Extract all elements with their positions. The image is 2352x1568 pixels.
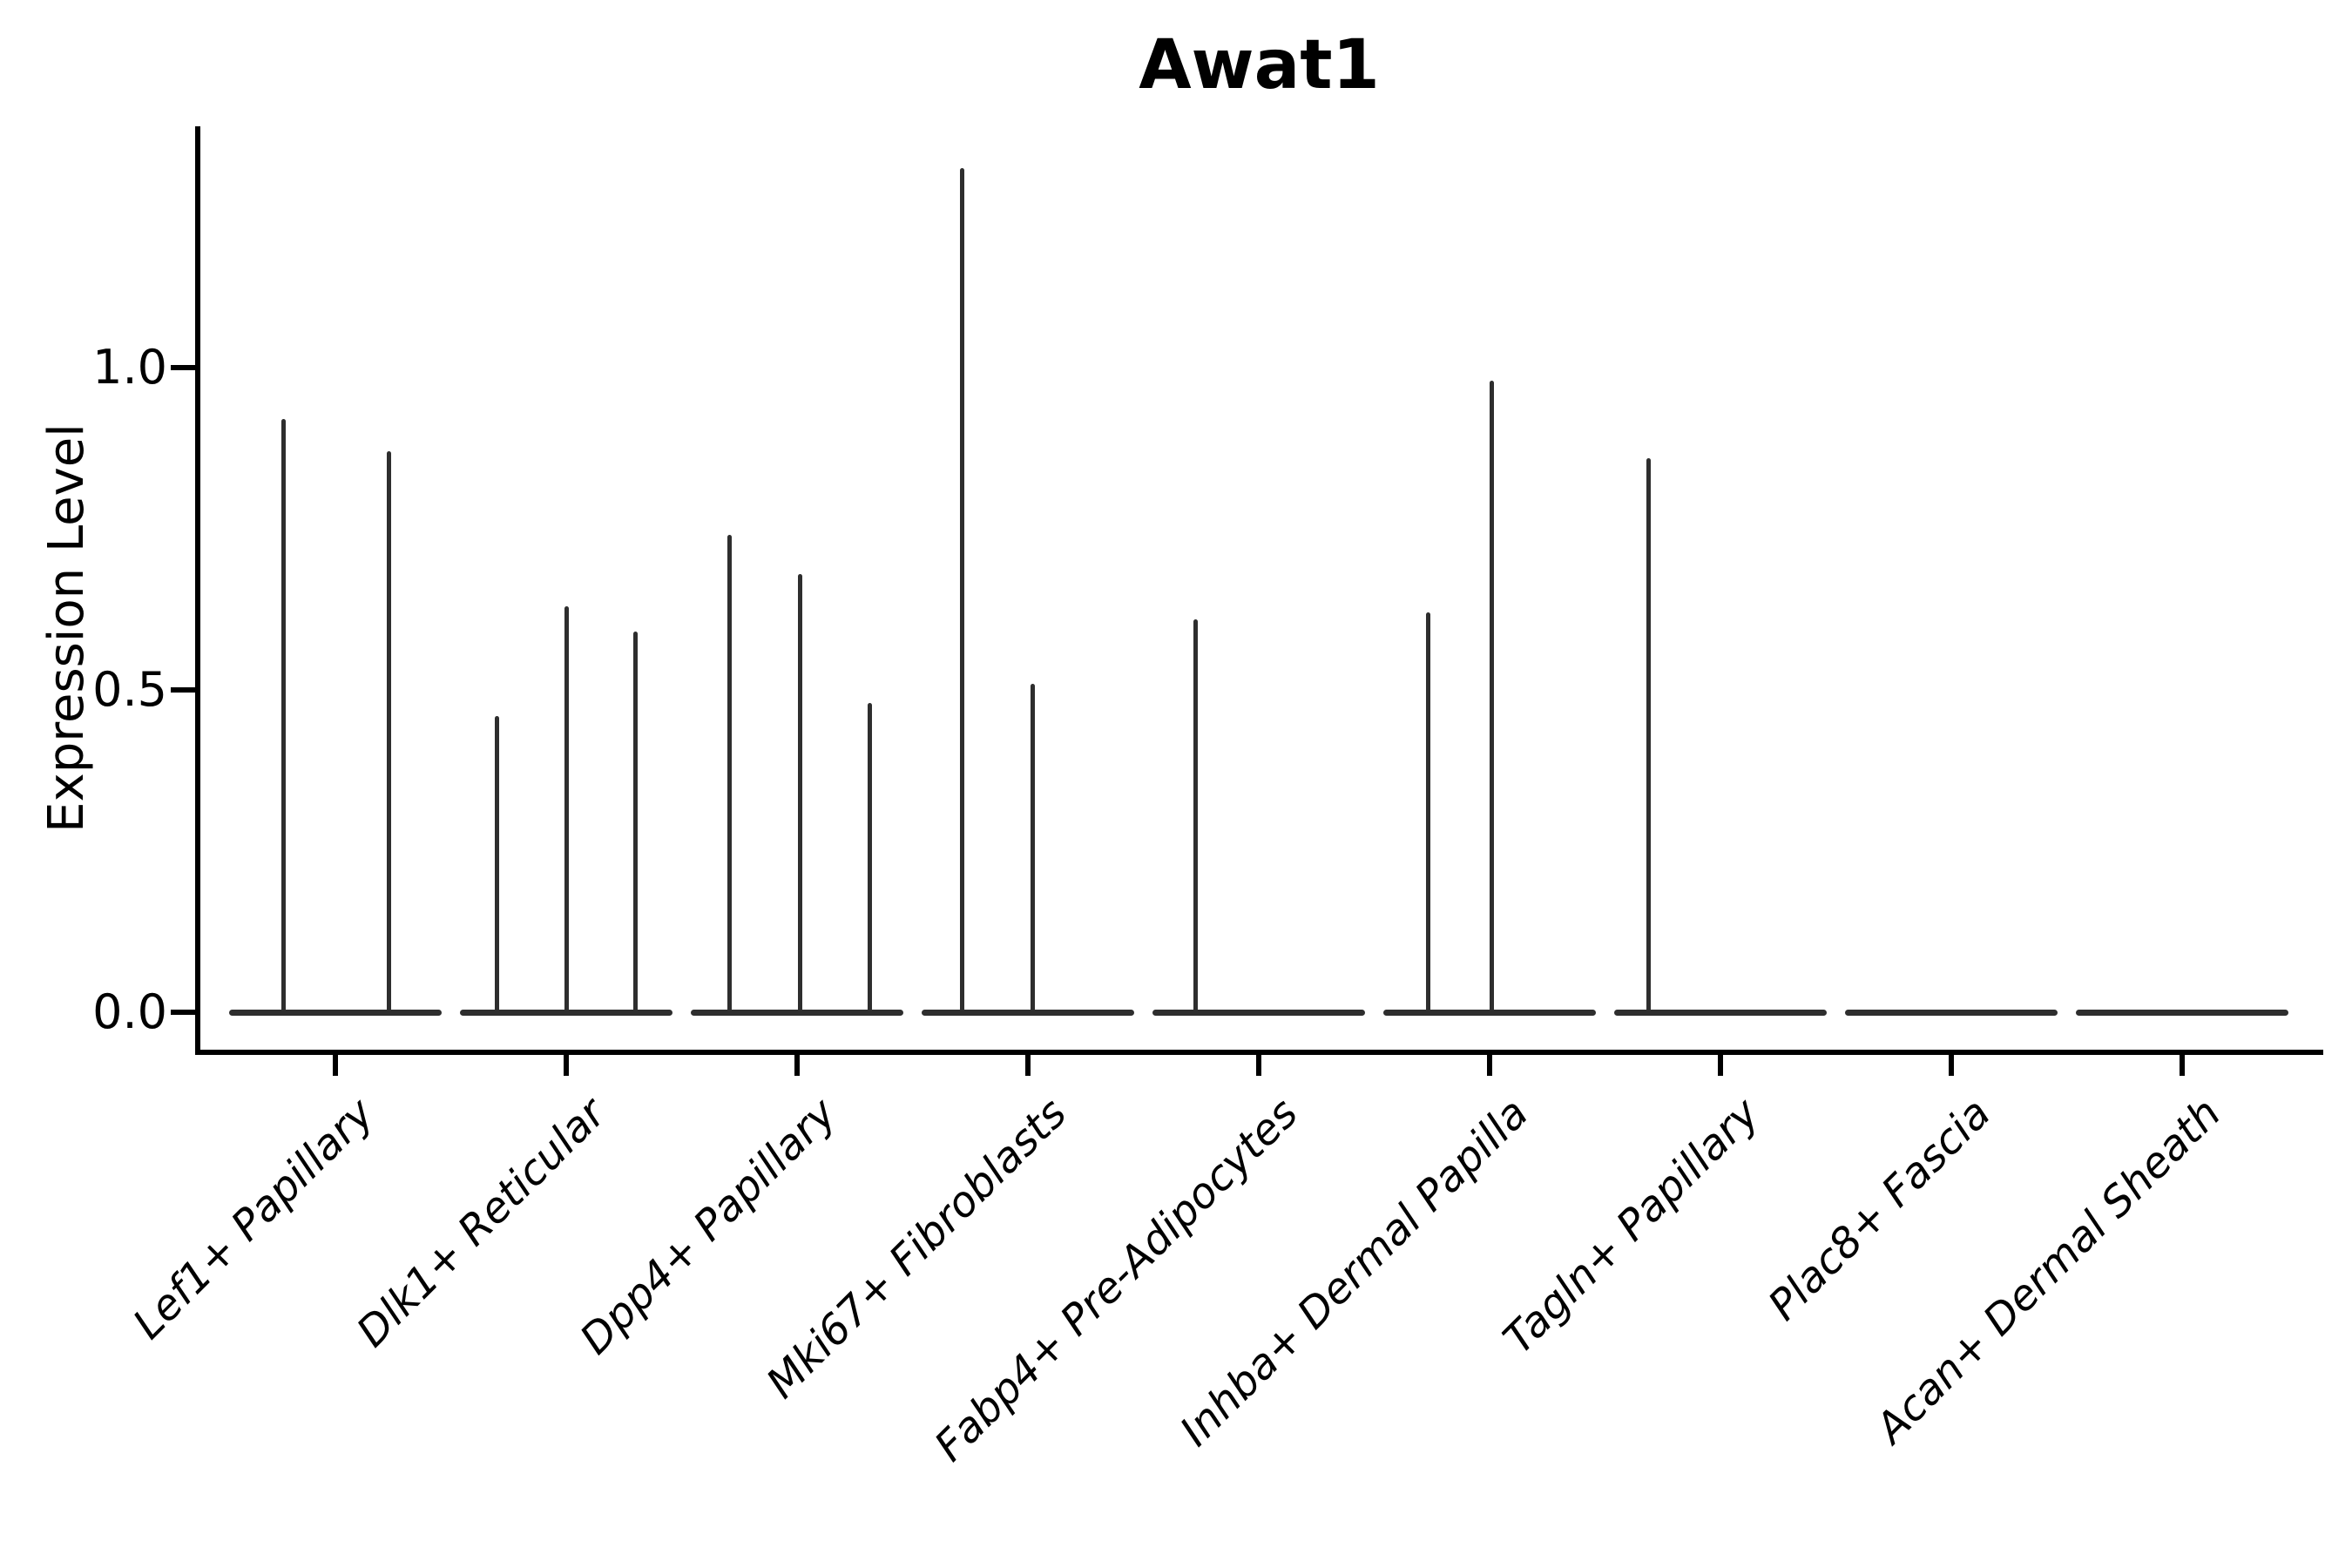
x-tick-label: Dpp4+ Papillary xyxy=(571,1089,846,1364)
violin-spike xyxy=(564,605,569,1015)
x-tick-label: Tagln+ Papillary xyxy=(1494,1089,1769,1364)
x-tick-mark xyxy=(1256,1055,1261,1076)
y-tick-mark xyxy=(171,1010,195,1015)
violin-spike xyxy=(1646,457,1651,1015)
x-tick-mark xyxy=(564,1055,569,1076)
violin-spike xyxy=(494,715,499,1015)
y-axis-label: Expression Level xyxy=(38,423,95,833)
violin-base xyxy=(2076,1009,2288,1016)
violin-spike xyxy=(386,451,391,1015)
violin-spike xyxy=(1030,683,1035,1015)
x-tick-mark xyxy=(2180,1055,2185,1076)
violin-base xyxy=(691,1009,903,1016)
x-tick-mark xyxy=(794,1055,800,1076)
violin-spike xyxy=(727,535,732,1015)
x-axis-spine xyxy=(195,1050,2323,1055)
violin-spike xyxy=(1193,618,1198,1015)
y-tick-label: 0.5 xyxy=(92,662,167,717)
y-tick-label: 1.0 xyxy=(92,340,167,395)
y-axis-spine xyxy=(195,126,200,1052)
x-tick-label: Fabp4+ Pre-Adipocytes xyxy=(925,1089,1308,1471)
x-tick-mark xyxy=(1949,1055,1954,1076)
violin-spike xyxy=(1425,612,1430,1015)
x-tick-label: Lef1+ Papillary xyxy=(124,1089,384,1349)
x-tick-mark xyxy=(1718,1055,1723,1076)
violin-base xyxy=(1614,1009,1827,1016)
violin-spike xyxy=(797,573,802,1015)
violin-base xyxy=(229,1009,442,1016)
violin-base xyxy=(1152,1009,1365,1016)
violin-spike xyxy=(632,632,638,1015)
x-tick-mark xyxy=(1025,1055,1031,1076)
x-tick-label: Dlk1+ Reticular xyxy=(347,1089,615,1357)
violin-spike xyxy=(1489,380,1494,1015)
x-tick-mark xyxy=(333,1055,338,1076)
violin-spike xyxy=(959,167,964,1015)
violin-base xyxy=(922,1009,1134,1016)
y-tick-mark xyxy=(171,687,195,693)
y-tick-label: 0.0 xyxy=(92,984,167,1039)
violin-base xyxy=(1845,1009,2058,1016)
x-tick-label: Plac8+ Fascia xyxy=(1758,1089,2000,1330)
x-tick-mark xyxy=(1487,1055,1492,1076)
violin-spike xyxy=(280,419,286,1015)
violin-spike xyxy=(867,702,872,1015)
plot-title: Awat1 xyxy=(1139,26,1380,105)
y-tick-mark xyxy=(171,365,195,370)
